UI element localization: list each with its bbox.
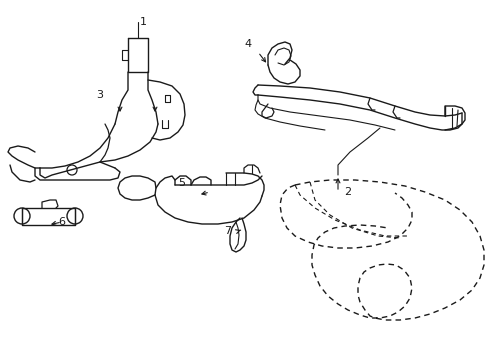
Text: 6: 6 (59, 217, 65, 227)
Text: 3: 3 (96, 90, 103, 100)
Text: 5: 5 (178, 178, 185, 188)
Text: 2: 2 (344, 187, 351, 197)
Text: 1: 1 (139, 17, 146, 27)
Text: 7: 7 (224, 226, 231, 236)
Text: 4: 4 (244, 39, 251, 49)
